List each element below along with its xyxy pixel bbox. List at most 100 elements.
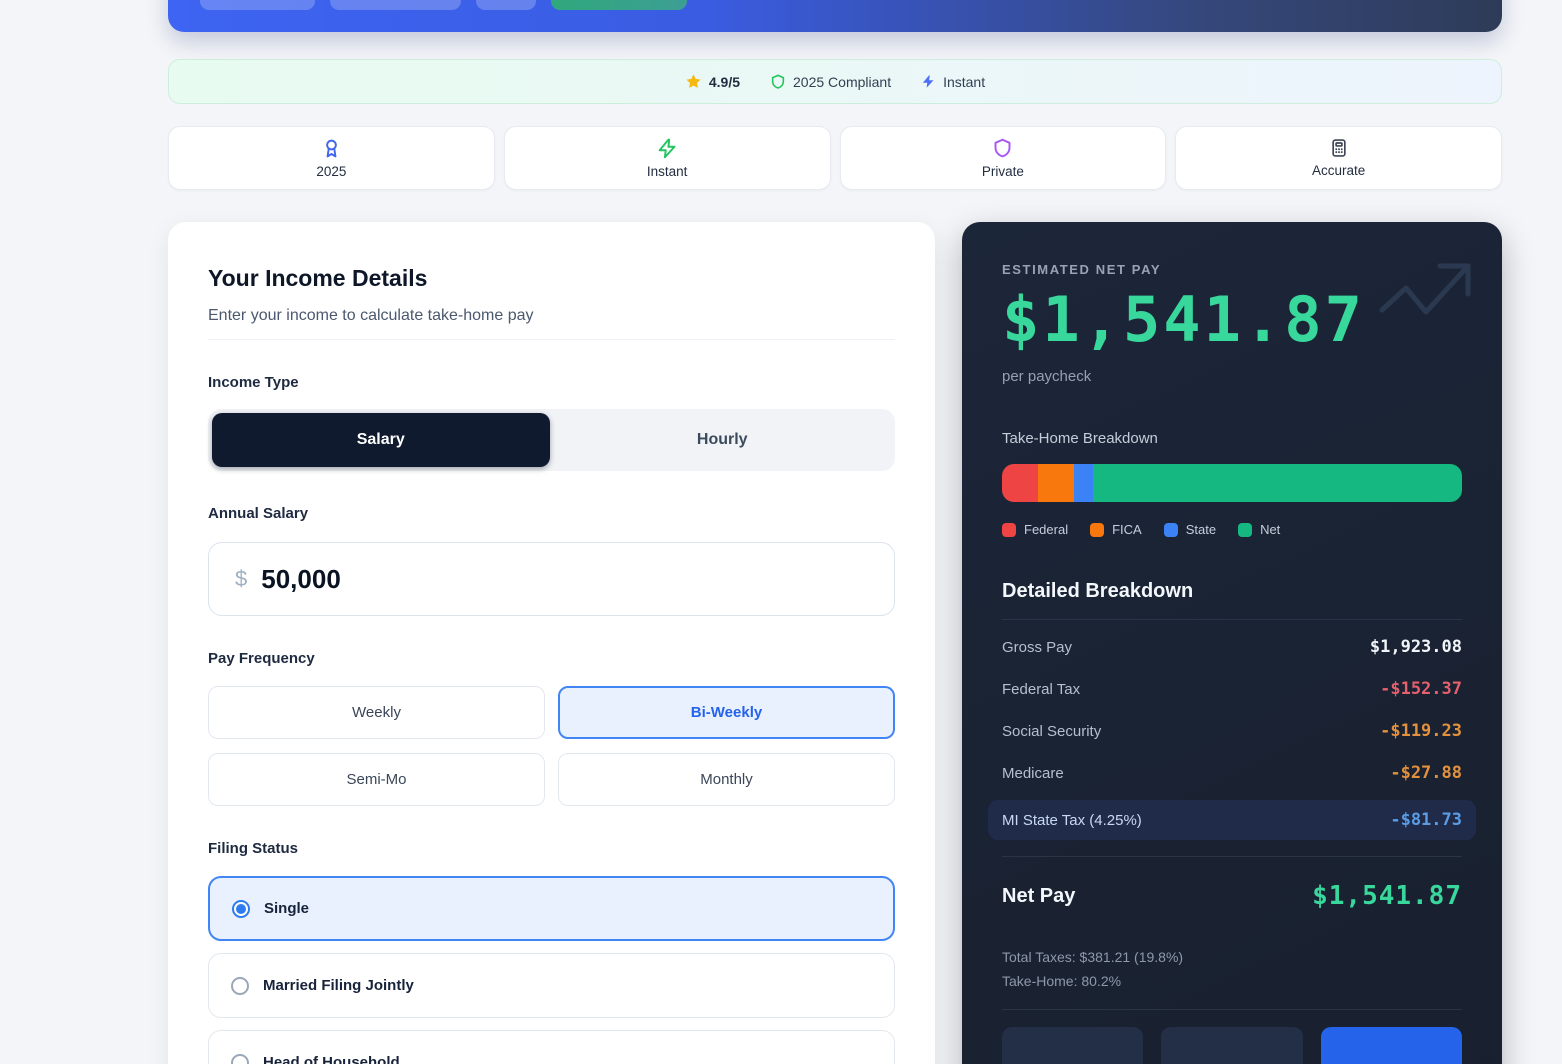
- star-icon: [686, 74, 701, 88]
- row-label: Social Security: [1002, 722, 1102, 740]
- feature-card-label: Instant: [646, 163, 688, 179]
- bottom-action-button-2[interactable]: [1161, 1027, 1303, 1064]
- divider: [1002, 619, 1462, 620]
- legend-label: State: [1185, 522, 1217, 537]
- feature-card-label: Private: [981, 163, 1024, 179]
- net-pay-amount: $1,541.87: [1002, 283, 1365, 356]
- row-label: Gross Pay: [1002, 638, 1073, 656]
- row-label: Medicare: [1002, 764, 1064, 782]
- take-home-text: Take-Home: 80.2%: [1002, 973, 1122, 989]
- bottom-action-button-primary[interactable]: [1320, 1027, 1462, 1064]
- row-value: -$152.37: [1380, 679, 1462, 699]
- take-home-breakdown-bar: [1002, 464, 1462, 502]
- breakdown-legend: Federal FICA State Net: [1002, 522, 1462, 537]
- row-medicare: Medicare -$27.88: [1002, 752, 1462, 794]
- hero-button-row: [200, 0, 687, 10]
- legend-swatch-fica: [1090, 522, 1105, 537]
- form-title: Your Income Details: [208, 265, 428, 291]
- net-pay-row: Net Pay $1,541.87: [1002, 881, 1462, 911]
- trust-banner: 4.9/5 2025 Compliant Instant: [168, 59, 1502, 104]
- feature-card-2025: 2025: [168, 126, 495, 190]
- bar-segment-state: [1073, 464, 1094, 502]
- filing-option-label: Single: [264, 900, 310, 917]
- income-type-hourly-button[interactable]: Hourly: [554, 413, 892, 467]
- feature-card-private: Private: [839, 126, 1167, 190]
- income-type-salary-button[interactable]: Salary: [212, 413, 550, 467]
- rating-text: 4.9/5: [708, 73, 741, 90]
- row-value: $1,923.08: [1369, 637, 1462, 657]
- legend-item-net: Net: [1238, 522, 1280, 537]
- lightning-icon: [922, 75, 934, 88]
- results-panel: ESTIMATED NET PAY $1,541.87 per paycheck…: [962, 222, 1502, 1064]
- filing-option-label: Head of Household: [263, 1054, 400, 1064]
- row-value: -$81.73: [1390, 810, 1462, 830]
- estimated-net-pay-label: ESTIMATED NET PAY: [1002, 262, 1162, 277]
- radio-checked-icon[interactable]: [232, 899, 250, 918]
- header-button-1[interactable]: [200, 0, 315, 10]
- legend-swatch-net: [1238, 522, 1253, 537]
- form-subtitle: Enter your income to calculate take-home…: [208, 307, 534, 324]
- trending-up-icon: [1379, 263, 1471, 315]
- filing-status-label: Filing Status: [208, 840, 298, 857]
- legend-swatch-federal: [1002, 522, 1016, 537]
- frequency-biweekly-button[interactable]: Bi-Weekly: [558, 686, 895, 739]
- annual-salary-field[interactable]: $: [208, 542, 895, 616]
- row-gross-pay: Gross Pay $1,923.08: [1002, 626, 1462, 668]
- take-home-breakdown-title: Take-Home Breakdown: [1002, 430, 1158, 447]
- net-pay-label: Net Pay: [1002, 884, 1076, 907]
- hero-header-bar: [168, 0, 1502, 32]
- row-state-tax: MI State Tax (4.25%) -$81.73: [988, 800, 1476, 840]
- shield-check-icon: [771, 73, 785, 89]
- breakdown-rows: Gross Pay $1,923.08 Federal Tax -$152.37…: [988, 626, 1476, 840]
- legend-label: FICA: [1112, 522, 1142, 537]
- shield-icon: [994, 138, 1011, 157]
- filing-option-married-jointly[interactable]: Married Filing Jointly: [208, 953, 895, 1018]
- header-button-3[interactable]: [476, 0, 536, 10]
- filing-option-single[interactable]: Single: [208, 876, 895, 941]
- radio-unchecked-icon[interactable]: [231, 1053, 249, 1064]
- legend-swatch-state: [1163, 522, 1178, 537]
- pay-frequency-grid: Weekly Bi-Weekly Semi-Mo Monthly: [208, 686, 895, 806]
- row-value: -$119.23: [1380, 721, 1462, 741]
- frequency-semimonthly-button[interactable]: Semi-Mo: [208, 753, 545, 806]
- frequency-weekly-button[interactable]: Weekly: [208, 686, 545, 739]
- row-value: -$27.88: [1390, 763, 1462, 783]
- calculator-icon: [1331, 139, 1346, 157]
- feature-card-accurate: Accurate: [1175, 126, 1502, 190]
- speed-text: Instant: [943, 73, 986, 90]
- frequency-monthly-button[interactable]: Monthly: [558, 753, 895, 806]
- annual-salary-label: Annual Salary: [208, 505, 309, 522]
- row-label: MI State Tax (4.25%): [1002, 811, 1142, 829]
- dollar-prefix-icon: $: [235, 566, 248, 591]
- feature-card-label: Accurate: [1311, 163, 1366, 178]
- compliance-badge: 2025 Compliant: [770, 74, 891, 90]
- legend-label: Net: [1260, 522, 1281, 537]
- legend-item-fica: FICA: [1090, 522, 1142, 537]
- detailed-breakdown-title: Detailed Breakdown: [1002, 580, 1194, 602]
- bottom-action-button-1[interactable]: [1002, 1027, 1144, 1064]
- divider: [1002, 1009, 1462, 1010]
- header-button-primary[interactable]: [551, 0, 687, 10]
- filing-option-label: Married Filing Jointly: [263, 977, 414, 994]
- award-icon: [326, 139, 337, 157]
- feature-card-instant: Instant: [503, 126, 831, 190]
- compliance-text: 2025 Compliant: [793, 73, 892, 90]
- filing-option-head-of-household[interactable]: Head of Household: [208, 1030, 895, 1064]
- legend-label: Federal: [1024, 522, 1069, 537]
- header-button-2[interactable]: [330, 0, 461, 10]
- row-social-security: Social Security -$119.23: [1002, 710, 1462, 752]
- divider: [208, 339, 895, 340]
- totals-summary: Total Taxes: $381.21 (19.8%) Take-Home: …: [1002, 945, 1462, 993]
- per-paycheck-label: per paycheck: [1002, 368, 1092, 385]
- annual-salary-input[interactable]: [261, 563, 868, 595]
- bar-segment-fica: [1038, 464, 1074, 502]
- radio-unchecked-icon[interactable]: [231, 976, 249, 995]
- legend-item-federal: Federal: [1002, 522, 1068, 537]
- legend-item-state: State: [1163, 522, 1217, 537]
- divider: [1002, 856, 1462, 857]
- row-label: Federal Tax: [1002, 680, 1081, 698]
- feature-card-label: 2025: [316, 163, 347, 179]
- bar-segment-federal: [1002, 464, 1039, 502]
- bar-segment-net: [1093, 464, 1462, 502]
